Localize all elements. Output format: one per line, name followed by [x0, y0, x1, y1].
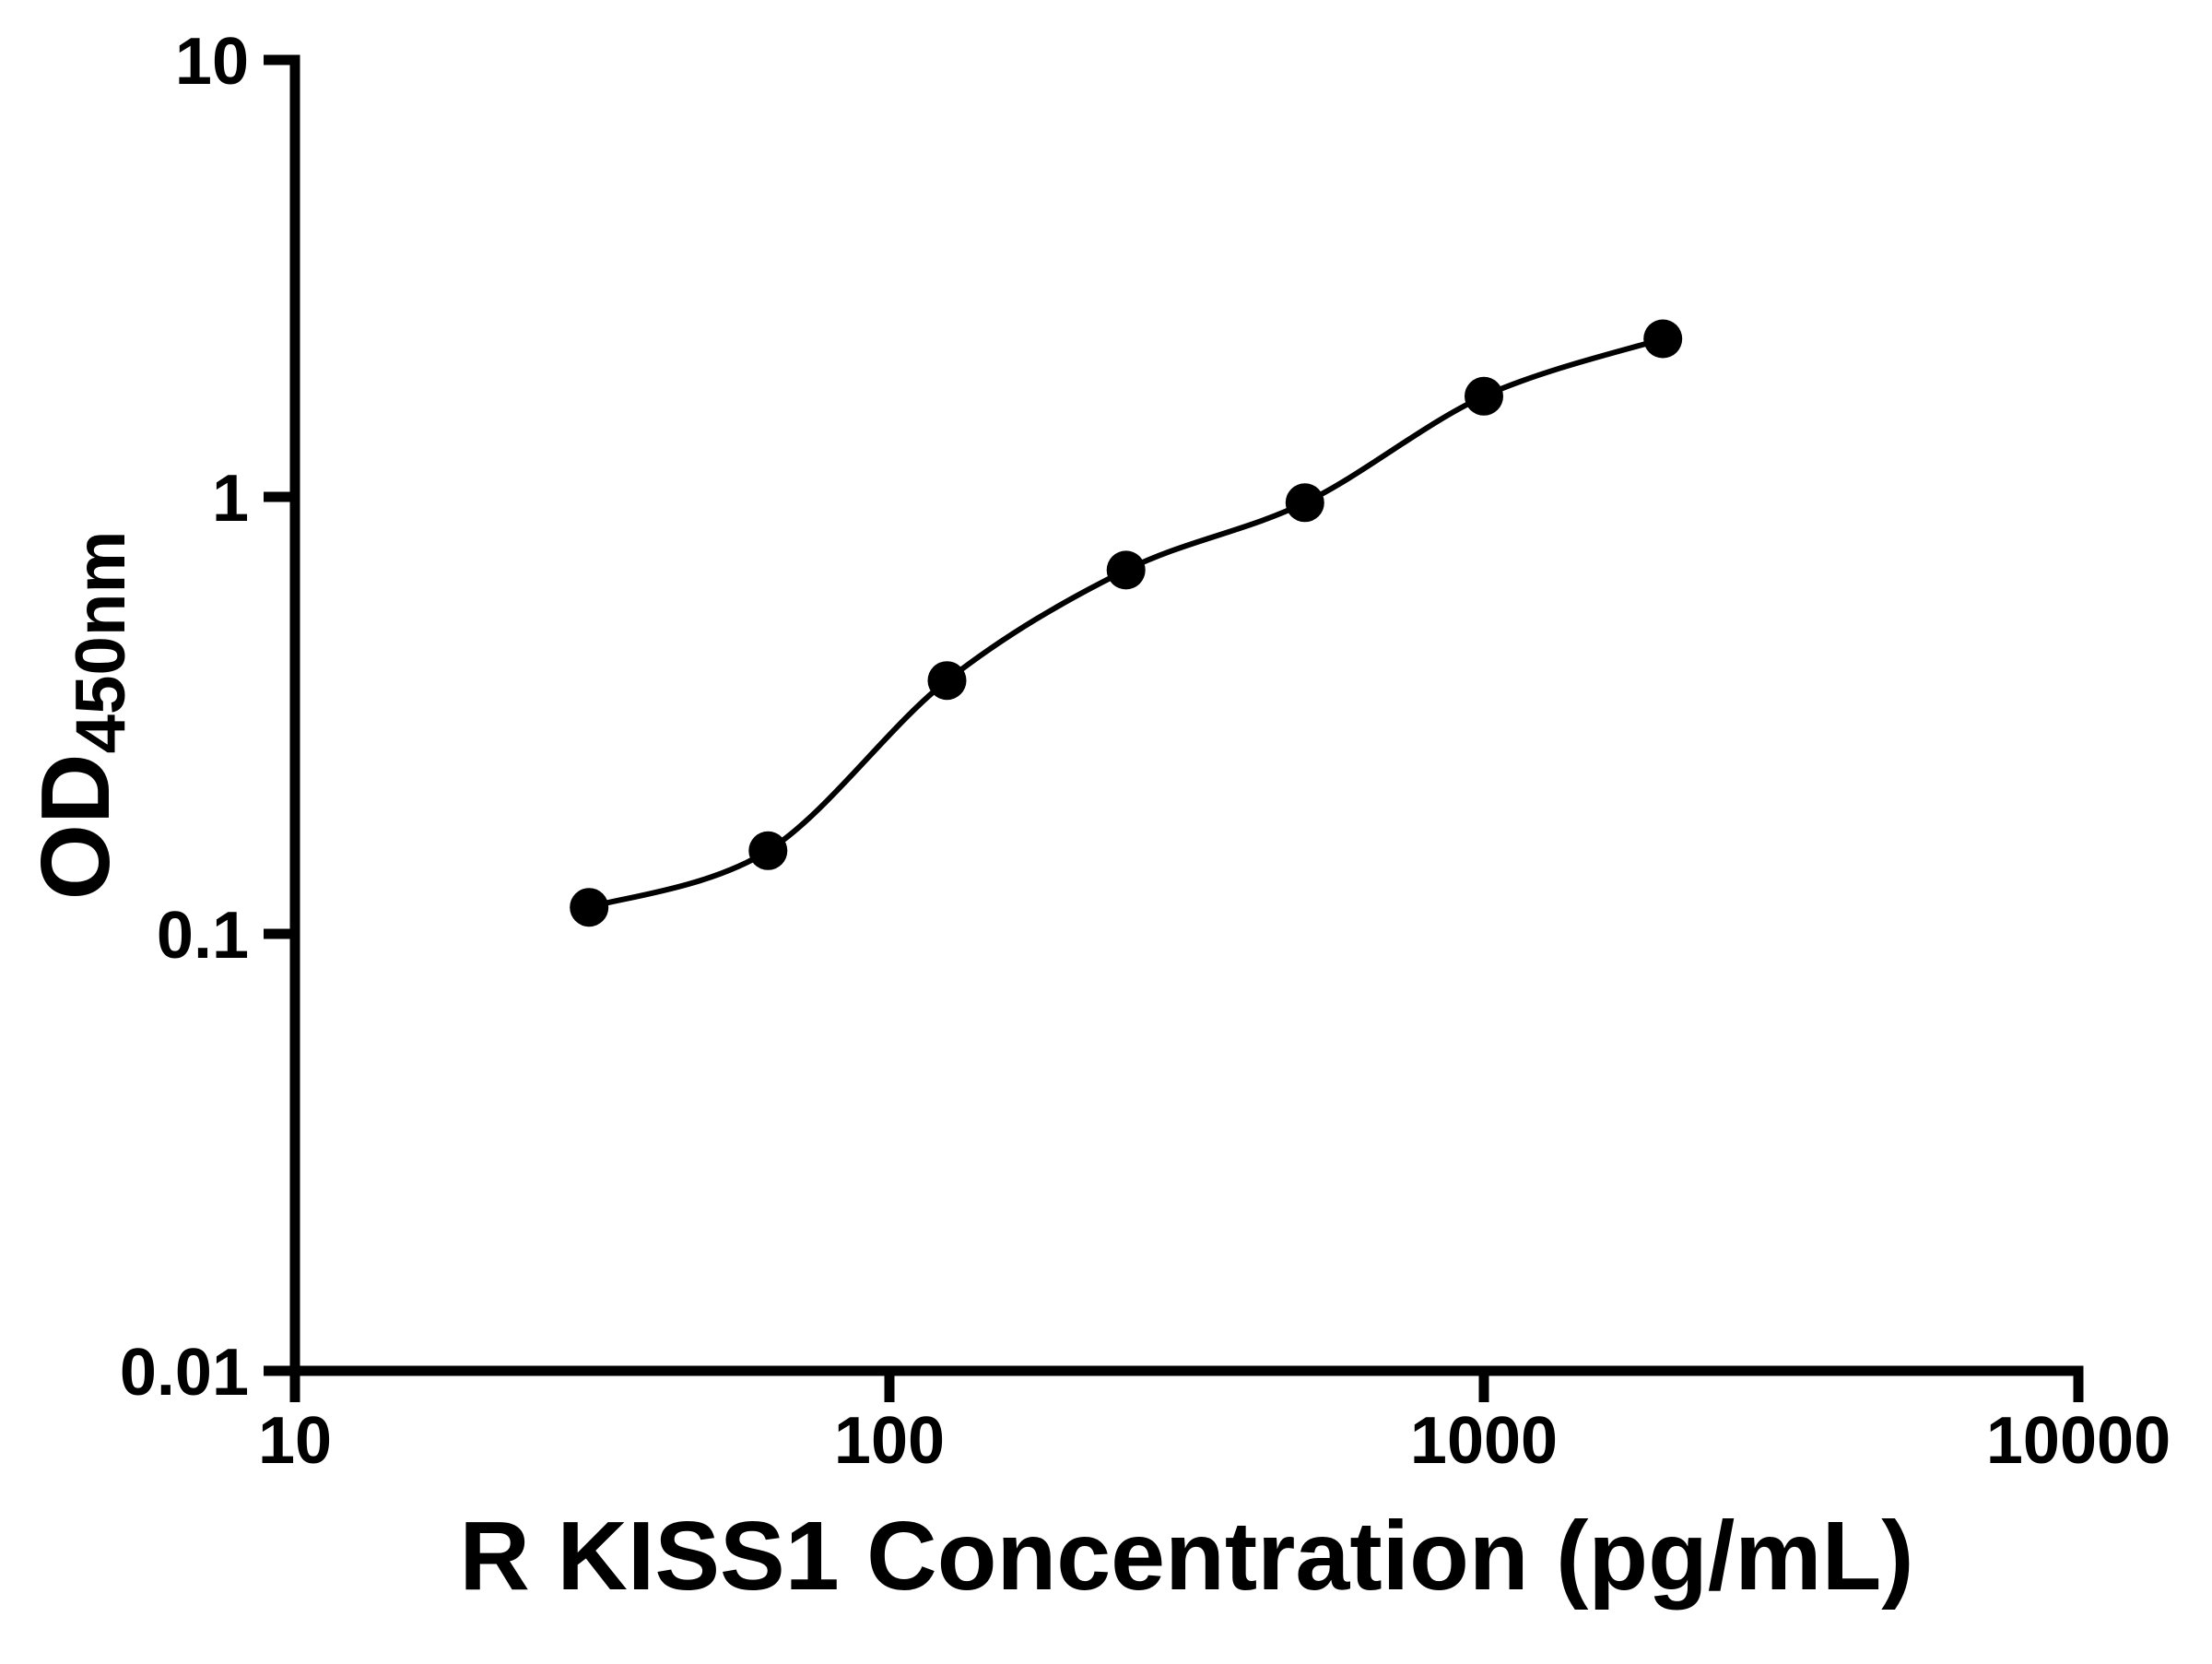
fit-curve — [586, 336, 1666, 911]
y-tick-label: 0.1 — [157, 899, 249, 973]
data-point — [1465, 376, 1503, 416]
x-tick-label: 10000 — [1986, 1404, 2171, 1478]
data-point — [748, 831, 788, 870]
x-tick-label: 10 — [258, 1404, 332, 1478]
y-axis-title-subscript: 450nm — [61, 530, 140, 754]
data-point — [1643, 319, 1683, 359]
x-tick-label: 100 — [834, 1404, 945, 1478]
y-tick-label: 1 — [212, 462, 249, 536]
y-axis-title: OD450nm — [6, 162, 145, 1269]
axis-line — [289, 54, 2084, 1376]
data-point — [927, 661, 967, 701]
x-axis-title: R KISS1 Concentration (pg/mL) — [459, 1502, 1914, 1611]
y-axis-title-main: OD — [21, 753, 130, 901]
data-point — [1106, 550, 1146, 590]
y-tick-label: 10 — [175, 25, 249, 99]
y-tick-label: 0.01 — [120, 1336, 249, 1410]
data-point — [1285, 483, 1324, 523]
x-tick-label: 1000 — [1410, 1404, 1558, 1478]
data-point — [570, 888, 609, 927]
